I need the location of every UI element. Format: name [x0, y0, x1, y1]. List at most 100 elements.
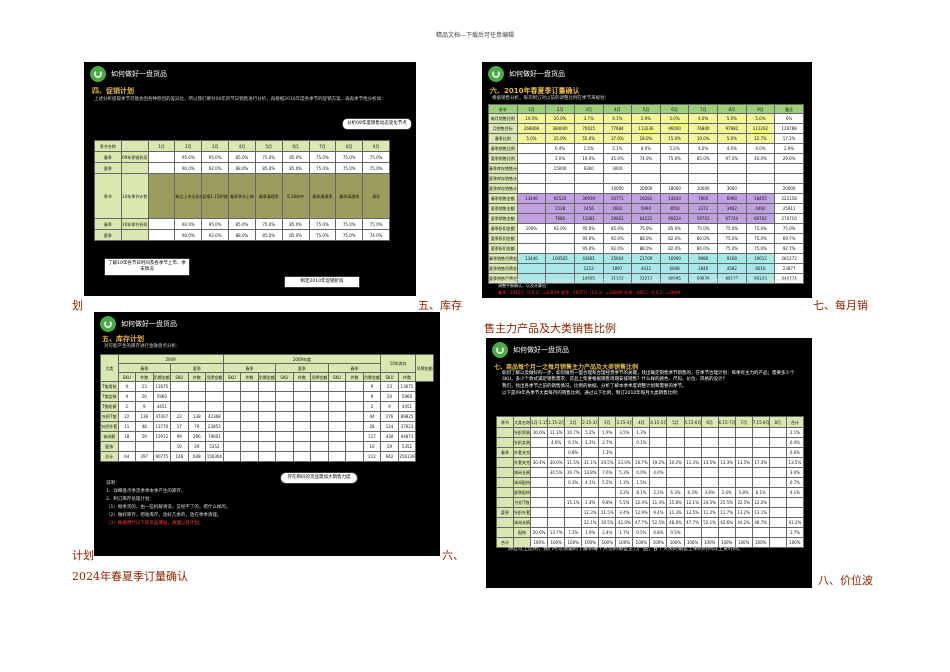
recycle-logo-icon: [90, 66, 106, 82]
table-cell: 11.3%: [547, 427, 566, 438]
table-cell: 22: [170, 411, 189, 422]
table-cell: [631, 163, 661, 174]
table-cell: 10: [170, 441, 189, 452]
table-cell: 1.9%: [598, 427, 617, 438]
table-cell: [170, 401, 189, 412]
table-cell: [187, 391, 207, 402]
table-cell: 0.3%: [564, 477, 583, 488]
table-cell: 5.2%: [659, 143, 690, 154]
table-cell: [516, 183, 547, 194]
table-cell: 6.3%: [666, 487, 685, 498]
table-cell: [516, 203, 547, 214]
table-cell: [564, 507, 583, 518]
table-header-cell: 10年库存: [380, 354, 417, 373]
table-cell: [717, 427, 736, 438]
slide-title: 五、库存计划: [102, 335, 144, 343]
table-cell: 75.0%: [254, 151, 283, 163]
table-row: 夏季销售金额 7680 13381 29662 64221 66624 59761 67744…: [488, 213, 804, 224]
callout-broken-size: 存在断码的货品需加大销售力度: [280, 472, 358, 484]
slide-monthly-sales: 如何做好一盘货品 七、商品每个月一之每月销售主力产品及大类销售比例 如何了解以及…: [486, 338, 812, 588]
table-cell: 10: [362, 441, 382, 452]
table-cell: 138: [187, 411, 207, 422]
table-cell: 92.0%: [602, 233, 633, 244]
table-cell: 13440: [516, 253, 547, 264]
table-cell: [530, 467, 549, 478]
table-cell: 80.0%: [688, 233, 718, 244]
table-cell: 3.4%: [615, 507, 634, 518]
table-cell: 1.5%: [632, 477, 651, 488]
table-cell: 2.7%: [598, 437, 617, 448]
table-cell: 75.0%: [335, 162, 364, 174]
table-cell: [495, 497, 515, 508]
table-cell: 11.2%: [700, 507, 719, 518]
table-cell: 28: [362, 421, 382, 432]
table-cell: 3.15-4月: [615, 416, 634, 428]
table-cell: 88.0%: [631, 243, 661, 254]
table-header-cell: SKU: [170, 372, 189, 382]
table-cell: [631, 173, 661, 184]
table-cell: [152, 441, 172, 452]
table-cell: 10000: [688, 183, 718, 194]
table-cell: [147, 229, 176, 241]
table-cell: 0.5%: [632, 527, 651, 538]
table-cell: 42.6%: [717, 517, 736, 528]
table-cell: 20771: [602, 193, 633, 204]
table-cell: [345, 401, 364, 412]
table-cell: 每月销售比例: [488, 113, 518, 124]
table-cell: [222, 401, 242, 412]
table-cell: 23877: [774, 263, 804, 274]
table-row: 休闲长裤 22.1% 30.5% 42.0% 47.7% 52.5% 48.8% 47.7% 5…: [495, 517, 805, 528]
table-cell: [310, 451, 329, 462]
table-cell: 13.8%: [581, 467, 600, 478]
table-cell: [120, 229, 149, 241]
table-cell: 春季: [94, 218, 122, 230]
table-cell: [345, 381, 364, 392]
table-row: 月销售目标 268808 384000 70425 77684 113236 96000 76…: [488, 123, 804, 134]
table-cell: 29662: [602, 213, 633, 224]
table-cell: 17: [170, 421, 189, 432]
slide-promotion-plan: 如何做好一盘货品 四、促销计划 上述分析提取季节可能会因各种原因的差异化，所以我…: [84, 62, 416, 296]
table-cell: 23: [135, 381, 154, 392]
table-cell: [768, 457, 787, 468]
table-cell: 23.0%: [615, 457, 634, 468]
table-cell: [275, 381, 294, 392]
table-cell: 17.2%: [774, 133, 804, 144]
table-cell: 夏季销售金额: [488, 203, 518, 214]
table-cell: 15.8%: [666, 497, 685, 508]
table-cell: [545, 233, 575, 244]
table-cell: 90775: [152, 451, 172, 462]
table-cell: 4.0%: [745, 143, 776, 154]
table-cell: 春季: [495, 447, 515, 458]
table-cell: 59: [135, 431, 154, 442]
table-cell: 6960: [717, 193, 747, 204]
table-cell: [516, 143, 547, 154]
table-cell: [717, 437, 736, 448]
table-cell: 44.2%: [734, 517, 753, 528]
table-cell: [310, 391, 329, 402]
table-cell: 100565: [545, 253, 575, 264]
table-cell: 夏季: [495, 507, 515, 518]
inventory-notes: 说明： 1、详细盘点季货季季本季产生的库存。 2、制订库存处理计划： （1）根季货的，…: [106, 480, 346, 528]
table-cell: [683, 467, 702, 478]
table-cell: 9: [362, 391, 382, 402]
table-cell: 48: [135, 421, 154, 432]
table-row: T恤短裤 2 9 4451 2 9 4451: [100, 401, 434, 412]
table-cell: [768, 507, 787, 518]
table-cell: 19.0%: [573, 153, 604, 164]
table-cell: 季节: [495, 416, 515, 428]
table-cell: 7月: [734, 416, 753, 428]
table-cell: 2月: [545, 104, 575, 114]
table-cell: [257, 421, 277, 432]
table-cell: [205, 401, 224, 412]
table-cell: 2.9%: [774, 143, 804, 154]
table-cell: 75.0%: [308, 151, 337, 163]
table-cell: 10.0%: [688, 133, 718, 144]
table-cell: 85.0%: [281, 151, 310, 163]
table-cell: 77684: [602, 123, 633, 134]
table-cell: [257, 431, 277, 442]
table-cell: 1月-1.15: [530, 416, 549, 428]
table-cell: 12.9%: [632, 507, 651, 518]
table-cell: 75.0%: [254, 218, 283, 230]
table-cell: 95.0%: [174, 151, 203, 163]
table-cell: 92.0%: [174, 218, 203, 230]
